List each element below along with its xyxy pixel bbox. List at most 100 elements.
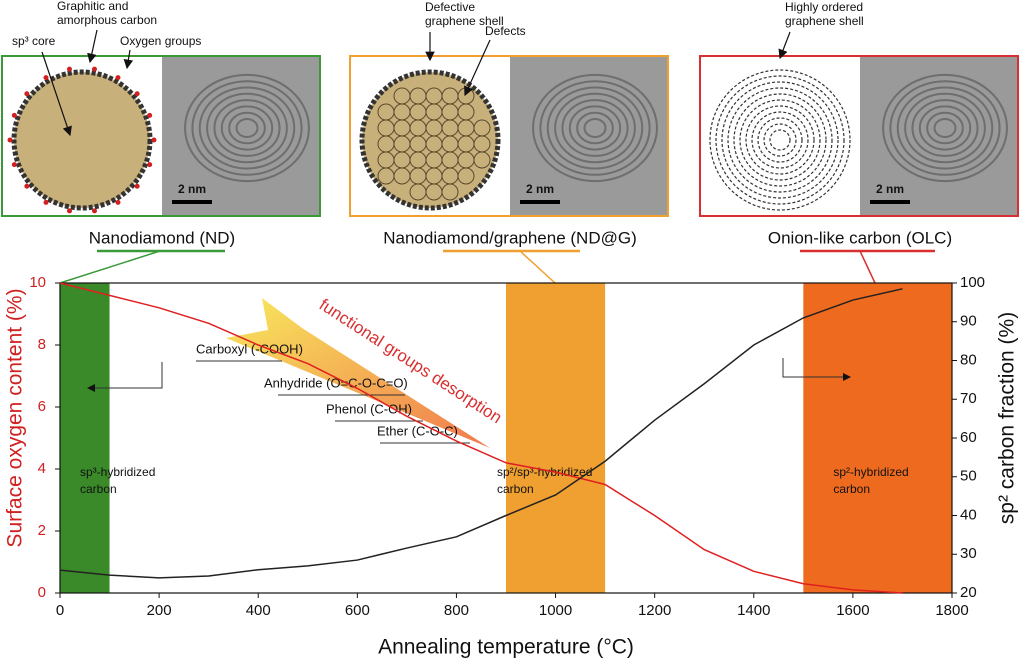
y2-tick-label: 70	[960, 390, 977, 407]
y-axis-title: Surface oxygen content (%)	[4, 288, 27, 547]
callout: Defects	[485, 24, 526, 38]
callout: Defective	[425, 0, 475, 14]
tem-fringe	[568, 105, 622, 151]
panel-label: Onion-like carbon (OLC)	[768, 228, 952, 247]
y2-tick-label: 30	[960, 545, 977, 562]
region	[803, 283, 952, 593]
x-tick-label: 0	[56, 602, 64, 619]
tem-fringe	[889, 80, 1001, 176]
onion-shell	[757, 117, 803, 163]
connector	[59, 250, 161, 284]
group-label: Ether (C-O-C)	[377, 423, 458, 438]
connector	[519, 250, 556, 284]
onion-shell	[751, 111, 809, 169]
domain	[457, 167, 475, 185]
oxygen	[43, 199, 49, 205]
series-line	[59, 288, 903, 579]
tem-fringe	[198, 86, 296, 170]
scale-label: 2 nm	[178, 182, 206, 196]
tem-fringe	[220, 105, 274, 151]
tem-fringe	[904, 92, 986, 164]
core	[11, 69, 153, 211]
group-label: Carboxyl (-COOH)	[196, 341, 303, 356]
tem-fringe	[213, 99, 281, 157]
region-label: carbon	[497, 482, 534, 496]
tem-fringe	[191, 80, 303, 176]
region-label: sp³-hybridized	[80, 465, 155, 479]
callout: graphene shell	[425, 14, 504, 28]
oxygen	[115, 75, 121, 81]
x-tick-label: 600	[345, 602, 370, 619]
callout-arrow	[41, 51, 72, 137]
tem-fringe	[576, 111, 614, 145]
tem-fringe	[882, 73, 1008, 183]
callout: sp³ core	[12, 34, 56, 48]
tem-fringe	[532, 73, 658, 183]
y2-tick-label: 90	[960, 313, 977, 330]
region	[60, 283, 110, 593]
tem-fringe	[926, 111, 964, 145]
region-label: sp²-hybridized	[833, 465, 908, 479]
axis-pointer	[782, 358, 851, 381]
tem-fringe	[184, 73, 310, 183]
oxygen	[147, 112, 153, 118]
oxygen	[7, 137, 13, 143]
callout-arrow	[87, 29, 98, 64]
oxygen	[24, 91, 30, 97]
x-tick-label: 1600	[836, 602, 869, 619]
oxygen	[151, 137, 157, 143]
onion-shell	[709, 69, 851, 211]
callout-arrow	[778, 31, 791, 60]
callout: Highly ordered	[785, 0, 863, 14]
oxygen	[92, 208, 98, 214]
tem-fringe	[561, 99, 629, 157]
tem-fringe	[235, 118, 259, 138]
onion-shell	[715, 75, 845, 205]
oxygen	[67, 208, 73, 214]
connector	[859, 250, 876, 284]
series-line	[59, 282, 903, 594]
y-tick-label: 2	[38, 522, 46, 539]
y2-axis-title: sp² carbon fraction (%)	[996, 312, 1019, 524]
core	[359, 69, 501, 211]
x-tick-label: 1400	[737, 602, 770, 619]
axis-pointer	[87, 362, 163, 392]
callout-arrow	[464, 39, 491, 97]
callout-arrow	[123, 49, 134, 70]
onion-shell	[763, 123, 797, 157]
oxygen	[24, 183, 30, 189]
onion-shell	[739, 99, 821, 181]
desorption-arrow	[226, 298, 490, 448]
tem-fringe	[539, 80, 651, 176]
tem-fringe	[896, 86, 994, 170]
domain	[441, 183, 459, 201]
tem-fringe	[206, 92, 288, 164]
callout: Graphitic and	[57, 0, 128, 13]
scale-label: 2 nm	[526, 182, 554, 196]
y2-tick-label: 40	[960, 506, 977, 523]
y2-tick-label: 100	[960, 274, 985, 291]
y-tick-label: 6	[38, 398, 46, 415]
y2-tick-label: 20	[960, 584, 977, 601]
callout: Oxygen groups	[120, 34, 201, 48]
tem-fringe	[933, 118, 957, 138]
onion-shell	[769, 129, 791, 151]
oxygen	[147, 162, 153, 168]
onion-shell	[733, 93, 827, 187]
x-tick-label: 400	[246, 602, 271, 619]
x-tick-label: 1000	[539, 602, 572, 619]
group-label: Anhydride (O=C-O-C=O)	[264, 375, 408, 390]
tem-fringe	[911, 99, 979, 157]
y2-tick-label: 50	[960, 468, 977, 485]
oxygen	[115, 199, 121, 205]
oxygen	[91, 66, 97, 72]
y2-tick-label: 80	[960, 351, 977, 368]
region-label: carbon	[80, 482, 117, 496]
group-label: Phenol (C-OH)	[326, 401, 412, 416]
oxygen	[66, 66, 72, 72]
tem-fringe	[583, 118, 607, 138]
callout: amorphous carbon	[57, 13, 157, 27]
domain	[473, 151, 491, 169]
y-tick-label: 8	[38, 336, 46, 353]
